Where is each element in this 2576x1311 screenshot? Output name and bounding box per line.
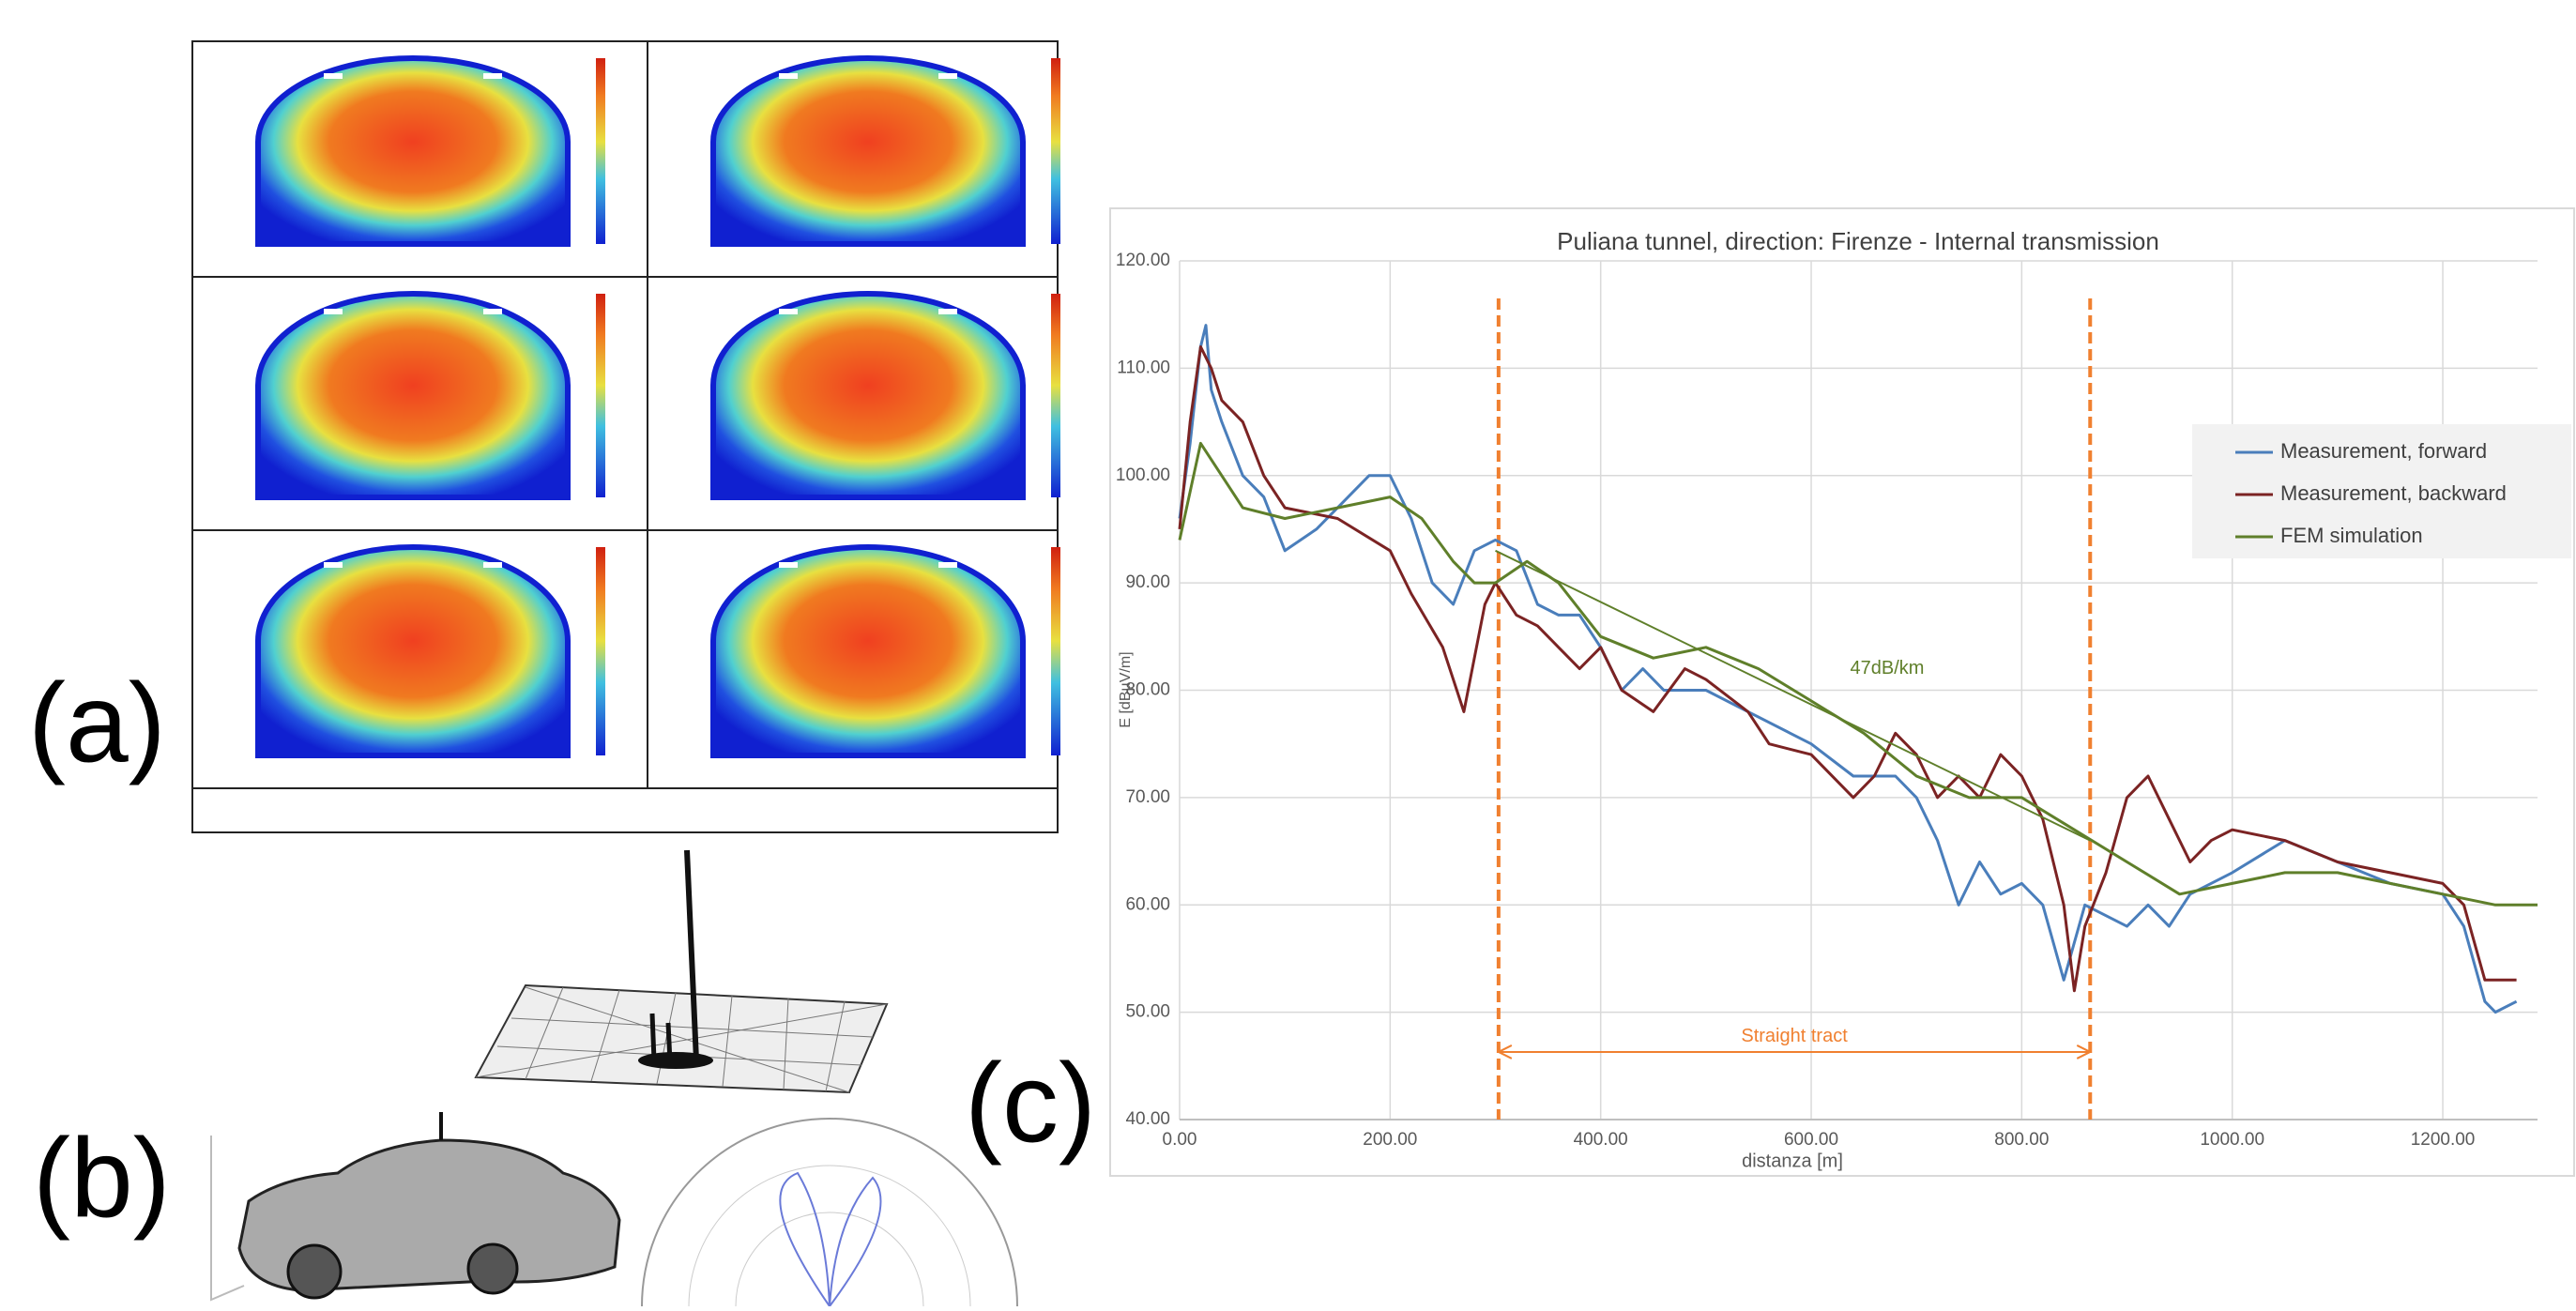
legend-label: Measurement, forward xyxy=(2280,439,2487,463)
colorbar xyxy=(1051,58,1060,244)
colorbar xyxy=(1051,547,1060,755)
source xyxy=(938,73,957,79)
panel-label: (b) xyxy=(33,1116,171,1242)
source xyxy=(324,309,343,314)
x-tick-label: 0.00 xyxy=(1163,1130,1197,1150)
y-tick-label: 90.00 xyxy=(1125,572,1170,592)
panel-a xyxy=(191,40,1060,833)
field-map xyxy=(710,544,1026,758)
data-line xyxy=(1178,441,2538,907)
y-tick-label: 80.00 xyxy=(1125,680,1170,700)
source xyxy=(779,309,798,314)
legend-label: FEM simulation xyxy=(2280,524,2423,547)
panel-label: (a) xyxy=(28,661,166,786)
polar-pattern xyxy=(779,1171,882,1307)
y-tick-label: 110.00 xyxy=(1117,358,1170,377)
data-line xyxy=(1178,345,2517,993)
field-map xyxy=(255,55,571,247)
ground-plane xyxy=(474,983,889,1094)
y-tick-label: 70.00 xyxy=(1125,787,1170,807)
field-map xyxy=(710,291,1026,500)
wheel xyxy=(286,1243,343,1300)
arrow-head xyxy=(1498,1044,2091,1059)
y-tick-label: 50.00 xyxy=(1125,1002,1170,1022)
wheel xyxy=(466,1242,519,1295)
x-tick-label: 800.00 xyxy=(1994,1130,2049,1150)
polar-grid xyxy=(688,1165,971,1307)
x-tick-label: 1200.00 xyxy=(2411,1130,2476,1150)
source xyxy=(483,562,502,568)
x-tick-label: 200.00 xyxy=(1363,1130,1417,1150)
y-tick-label: 40.00 xyxy=(1125,1109,1170,1129)
colorbar xyxy=(596,58,605,244)
polar-grid xyxy=(735,1212,924,1307)
antenna-base xyxy=(638,1052,713,1069)
field-map xyxy=(255,291,571,500)
field-map xyxy=(710,55,1026,247)
x-tick-label: 400.00 xyxy=(1574,1130,1628,1150)
x-tick-label: 600.00 xyxy=(1784,1130,1838,1150)
legend-label: Measurement, backward xyxy=(2280,481,2507,505)
panel-label: (c) xyxy=(965,1041,1096,1166)
y-axis-label: E [dBµV/m] xyxy=(1118,651,1134,727)
colorbar xyxy=(1051,294,1060,497)
tract-label: Straight tract xyxy=(1741,1026,1848,1046)
source xyxy=(483,73,502,79)
x-tick-label: 1000.00 xyxy=(2200,1130,2264,1150)
trend-line xyxy=(1495,549,2091,842)
y-tick-label: 60.00 xyxy=(1125,894,1170,914)
source xyxy=(779,562,798,568)
source xyxy=(779,73,798,79)
source xyxy=(938,562,957,568)
axes-box xyxy=(210,1136,245,1302)
x-axis-label: distanza [m] xyxy=(1742,1151,1843,1171)
source xyxy=(324,562,343,568)
colorbar xyxy=(596,294,605,497)
colorbar xyxy=(596,547,605,755)
source xyxy=(483,309,502,314)
y-tick-label: 100.00 xyxy=(1116,465,1170,485)
y-tick-label: 120.00 xyxy=(1116,251,1170,270)
field-map xyxy=(255,544,571,758)
panel-b xyxy=(210,849,1018,1307)
polar-grid xyxy=(641,1118,1018,1307)
antenna xyxy=(684,849,699,1061)
antenna xyxy=(649,1013,657,1061)
chart-frame xyxy=(1109,207,2575,1177)
annotation: 47dB/km xyxy=(1851,658,1925,678)
source xyxy=(938,309,957,314)
source xyxy=(324,73,343,79)
chart-title: Puliana tunnel, direction: Firenze - Int… xyxy=(1557,227,2159,255)
